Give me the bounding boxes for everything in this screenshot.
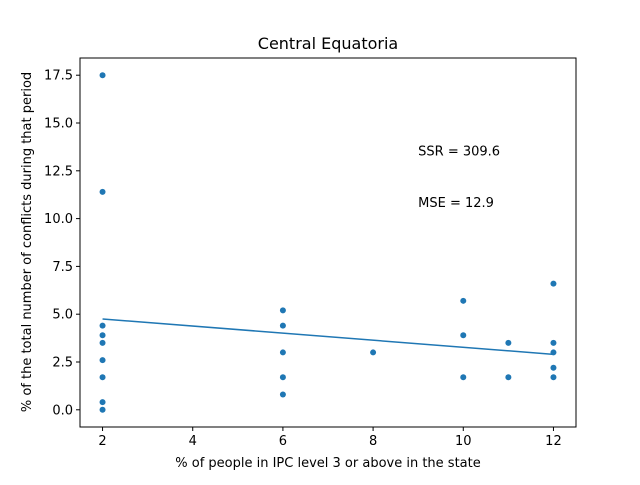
data-point [279, 349, 286, 356]
y-tick-label: 17.5 [44, 69, 73, 84]
data-point [550, 339, 557, 346]
y-tick-label: 10.0 [44, 212, 73, 227]
data-point [99, 322, 106, 329]
data-point [99, 332, 106, 339]
x-tick-label: 12 [545, 434, 562, 449]
plot-area-frame [79, 57, 577, 428]
y-axis-label: % of the total number of conflicts durin… [20, 72, 35, 412]
data-point [460, 374, 467, 381]
data-point [99, 188, 106, 195]
data-point [99, 374, 106, 381]
data-point [505, 339, 512, 346]
data-point [550, 374, 557, 381]
y-tick-label: 5.0 [52, 308, 73, 323]
data-point [99, 339, 106, 346]
data-point [99, 399, 106, 406]
x-tick-label: 2 [98, 434, 106, 449]
y-tick-label: 12.5 [44, 164, 73, 179]
annotations: SSR = 309.6 MSE = 12.9 [418, 145, 500, 212]
x-tick-label: 8 [369, 434, 377, 449]
x-tick-label: 10 [455, 434, 472, 449]
data-point [279, 307, 286, 314]
data-point [505, 374, 512, 381]
y-tick-label: 15.0 [44, 117, 73, 132]
x-tick-label: 6 [279, 434, 287, 449]
y-tick-label: 7.5 [52, 260, 73, 275]
y-tick-label: 0.0 [52, 403, 73, 418]
x-axis-label: % of people in IPC level 3 or above in t… [175, 456, 480, 471]
data-point [99, 406, 106, 413]
data-point [460, 332, 467, 339]
data-point [279, 391, 286, 398]
data-point [460, 297, 467, 304]
data-point [550, 364, 557, 371]
data-point [99, 357, 106, 364]
stat-annotation: MSE = 12.9 [418, 196, 494, 211]
regression-line [102, 318, 554, 356]
y-tick-label: 2.5 [52, 355, 73, 370]
stat-annotation: SSR = 309.6 [418, 145, 500, 160]
data-point [550, 280, 557, 287]
chart-title: Central Equatoria [258, 34, 398, 53]
axis-ticks: 2 4 6 8 10 12 0.0 2.5 5.0 7.5 10.0 12.5 15.0 17.5 [44, 69, 562, 449]
data-point [279, 322, 286, 329]
chart-marks [99, 72, 557, 413]
data-point [99, 72, 106, 79]
data-point [370, 349, 377, 356]
data-point [279, 374, 286, 381]
x-tick-label: 4 [189, 434, 197, 449]
data-point [550, 349, 557, 356]
